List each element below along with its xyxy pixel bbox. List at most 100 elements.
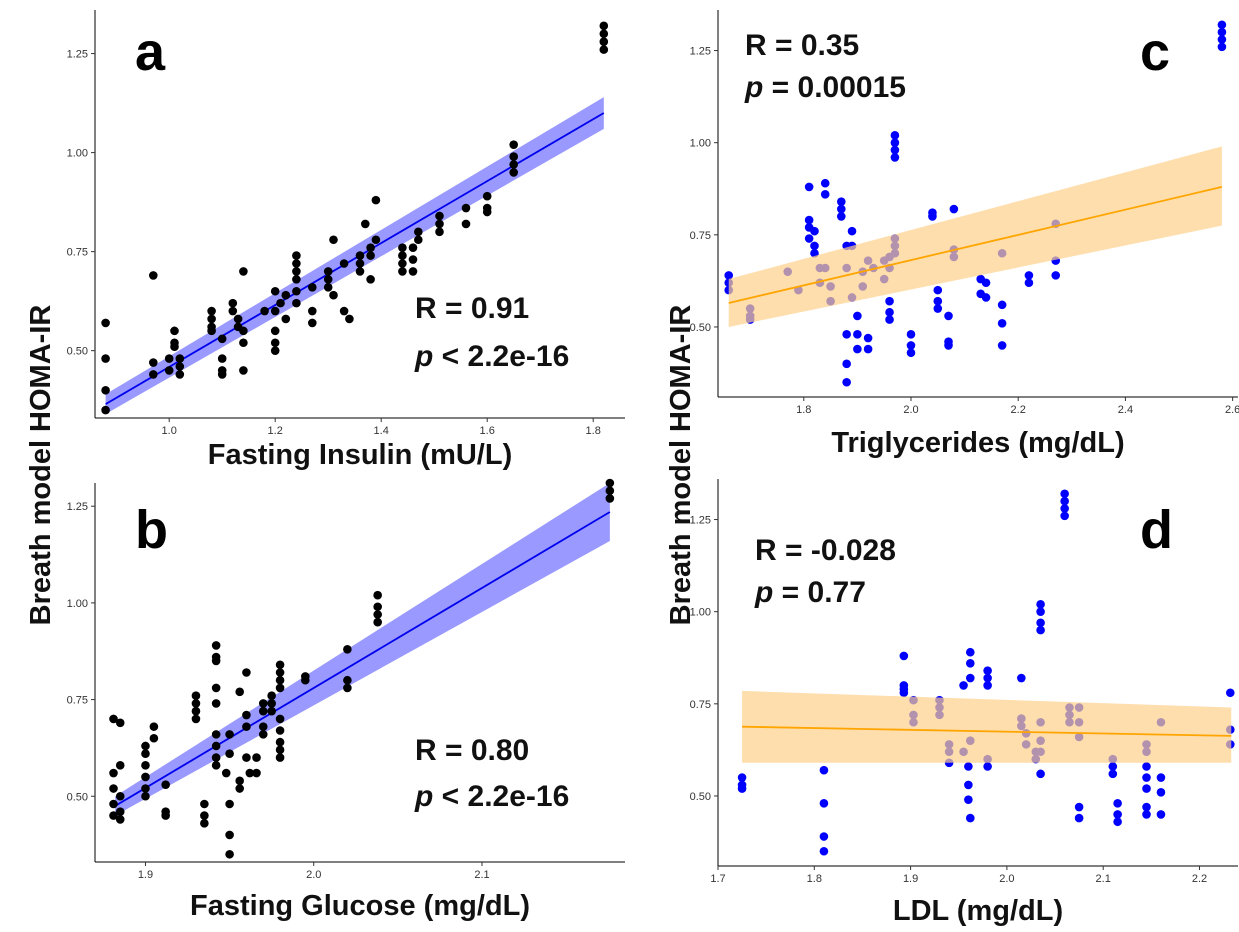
data-point [115, 718, 125, 728]
data-point [141, 749, 150, 759]
data-point [605, 478, 615, 488]
y-tick-label: 0.50 [690, 791, 711, 803]
data-point [1217, 27, 1227, 37]
data-point [292, 298, 301, 308]
data-point [101, 354, 110, 363]
data-point [509, 152, 518, 161]
data-point [225, 749, 234, 759]
panel-b: 0.50 0.75 1.00 1.25 1.9 2.0 2.1 b R = 0.80 p < 2.… [67, 478, 625, 922]
x-tick-label: 1.8 [807, 873, 822, 885]
data-point [221, 768, 231, 778]
y-tick-label: 1.25 [67, 501, 88, 513]
data-point [408, 255, 418, 264]
data-point [270, 326, 280, 336]
data-point [1217, 42, 1227, 52]
data-point [242, 710, 251, 720]
panel-a: 0.50 0.75 1.00 1.25 1.0 1.2 1.4 1.6 1.8 a R = 0.91… [67, 10, 625, 471]
data-point [371, 235, 381, 245]
stat-p: p < 2.2e-16 [414, 780, 569, 813]
data-point [965, 658, 975, 668]
data-point [141, 784, 150, 793]
data-point [1225, 688, 1235, 698]
data-point [292, 259, 301, 268]
data-point [225, 799, 234, 809]
y-tick-label: 1.00 [690, 138, 711, 150]
data-point [965, 647, 975, 657]
data-point [267, 691, 276, 701]
data-point [228, 306, 238, 316]
data-point [1156, 787, 1166, 797]
data-point [276, 298, 285, 308]
data-point [899, 688, 909, 698]
data-point [863, 333, 873, 343]
data-point [355, 259, 365, 268]
data-point [239, 366, 248, 375]
confidence-band [105, 97, 604, 415]
data-point [820, 189, 830, 199]
data-point [408, 267, 418, 276]
data-point [1036, 618, 1045, 628]
stat-p-value: = 0.00015 [763, 71, 906, 104]
panel-label: d [1140, 500, 1173, 560]
data-point [1156, 773, 1166, 782]
confidence-band [742, 690, 1232, 763]
data-point [599, 37, 609, 46]
data-point [847, 226, 857, 236]
data-point [281, 314, 291, 324]
confidence-band [115, 483, 610, 816]
x-tick-label: 1.9 [903, 873, 918, 885]
data-point [906, 330, 916, 339]
data-point [461, 203, 471, 213]
data-point [207, 326, 216, 336]
data-point [191, 699, 201, 708]
data-point [983, 681, 992, 690]
x-tick-label: 2.0 [903, 404, 918, 416]
data-point [885, 296, 894, 306]
data-point [1108, 762, 1118, 771]
data-point [933, 285, 943, 295]
data-point [242, 753, 251, 762]
data-point [270, 306, 280, 316]
x-tick-label: 1.2 [268, 425, 283, 437]
data-point [997, 341, 1007, 350]
x-tick-label: 1.9 [138, 869, 153, 881]
data-point [366, 243, 375, 252]
data-point [373, 590, 382, 600]
data-point [275, 660, 285, 670]
data-point [211, 741, 221, 751]
data-point [258, 699, 268, 708]
data-point [928, 212, 937, 221]
data-point [355, 251, 365, 260]
data-point [853, 344, 862, 354]
data-point [235, 784, 244, 793]
data-point [899, 651, 909, 661]
data-point [933, 304, 943, 313]
x-tick-label: 1.8 [586, 425, 601, 437]
data-point [964, 795, 973, 804]
x-tick-label: 2.0 [999, 873, 1014, 885]
data-point [191, 691, 201, 701]
stat-p: p = 0.77 [754, 576, 866, 609]
data-point [200, 819, 209, 828]
data-point [211, 730, 221, 739]
data-point [343, 683, 352, 693]
data-point [235, 776, 244, 786]
data-point [605, 494, 615, 503]
data-point [170, 342, 179, 351]
data-point [339, 259, 349, 268]
regression-line [728, 186, 1223, 304]
data-point [308, 318, 317, 328]
data-point [983, 666, 992, 675]
data-point [161, 811, 170, 820]
data-point [275, 714, 285, 724]
data-point [1017, 673, 1026, 683]
x-tick-label: 2.1 [474, 869, 489, 881]
data-point [252, 753, 261, 762]
data-point [964, 780, 973, 790]
x-axis-label: LDL (mg/dL) [893, 895, 1063, 927]
data-point [115, 791, 125, 801]
data-point [275, 675, 285, 685]
x-axis-label: Fasting Glucose (mg/dL) [190, 890, 530, 922]
data-point [323, 275, 333, 284]
data-point [737, 773, 747, 782]
